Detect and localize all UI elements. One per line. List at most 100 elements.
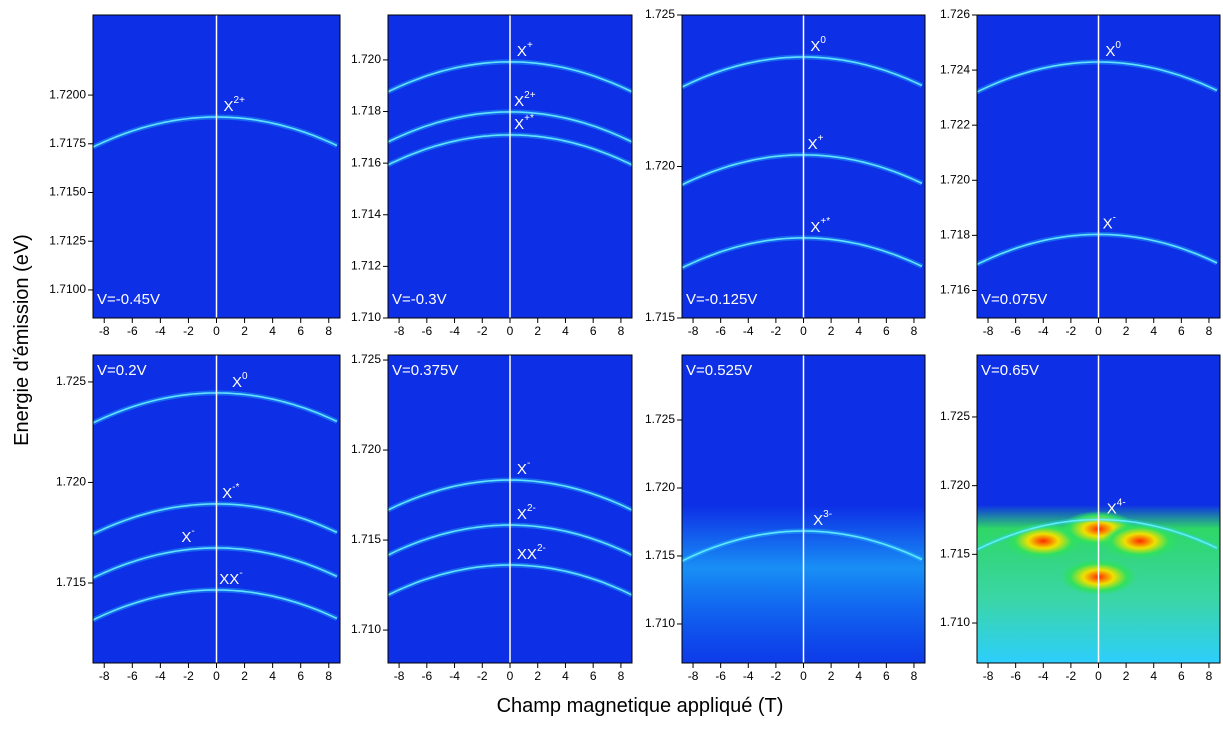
state-name: X [517,461,527,478]
y-tick-label: 1.716 [351,155,381,169]
state-charge: +* [524,113,534,124]
y-tick-label: 1.718 [351,104,381,118]
state-name: X [808,136,818,153]
y-tick-label: 1.720 [940,478,970,492]
state-charge: - [527,458,530,469]
state-label: X2+ [224,95,246,115]
x-tick-label: -8 [688,324,699,338]
emission-line [977,61,1218,93]
y-tick-label: 1.715 [645,310,675,324]
panel: -8 -6 -4 -2 0 2 4 6 8 1.7100 1.7125 1.7150 1.7175 1.7… [49,14,341,338]
x-tick-label: 2 [1123,669,1130,683]
y-tick-label: 1.725 [56,374,86,388]
emission-line [93,392,338,424]
x-tick-label: 6 [590,669,597,683]
panel: -8 -6 -4 -2 0 2 4 6 8 1.710 1.715 1.720 1.725 V=0.525… [645,354,926,683]
x-tick-label: -2 [477,324,488,338]
y-tick-label: 1.716 [940,283,970,297]
state-label: X- [517,458,530,478]
voltage-label: V=0.65V [981,362,1039,379]
emission-line [682,154,923,186]
y-tick-label: 1.7200 [49,87,86,101]
state-charge: - [191,526,194,537]
y-tick-label: 1.725 [940,409,970,423]
x-tick-label: -4 [743,324,754,338]
plot-area [388,15,632,318]
state-label: XX2- [517,543,546,563]
state-charge: + [527,40,533,51]
state-charge: + [818,133,824,144]
state-charge: - [239,568,242,579]
y-tick-label: 1.715 [56,575,86,589]
emission-line [977,233,1218,266]
state-name: X [222,485,232,502]
y-tick-label: 1.715 [940,547,970,561]
state-label: X4- [1107,498,1126,518]
state-name: X [514,93,524,110]
x-tick-label: 0 [507,324,514,338]
x-tick-label: -6 [421,669,432,683]
x-tick-label: -4 [449,669,460,683]
state-charge: 2- [537,543,546,554]
x-tick-label: 0 [507,669,514,683]
x-tick-label: -4 [155,669,166,683]
x-tick-label: 6 [883,669,890,683]
x-tick-label: -4 [155,324,166,338]
plot-area [977,15,1220,318]
y-tick-label: 1.7175 [49,136,86,150]
x-tick-label: -8 [688,669,699,683]
state-charge: 3- [823,509,832,520]
state-charge: 0 [242,371,248,382]
state-label: X0 [810,35,826,55]
voltage-label: V=0.2V [97,362,147,379]
plot-area [682,15,925,318]
x-tick-label: 6 [590,324,597,338]
y-tick-label: 1.715 [645,548,675,562]
emission-line [977,518,1218,551]
panel: -8 -6 -4 -2 0 2 4 6 8 1.710 1.712 1.714 1.716 1.718 1.… [351,14,633,338]
x-tick-label: 6 [297,669,304,683]
x-tick-label: 4 [562,324,569,338]
emission-line [682,56,923,88]
state-charge: - [1113,212,1116,223]
state-name: X [810,38,820,55]
plot-area [388,355,632,663]
panel: -8 -6 -4 -2 0 2 4 6 81.7151.7201.725V=-0.125VX0X… [645,7,926,338]
x-tick-label: 8 [618,324,625,338]
state-name: X [517,43,527,60]
x-tick-label: -6 [715,324,726,338]
x-tick-label: 8 [911,324,918,338]
x-tick-label: -8 [99,324,110,338]
emission-line [682,530,923,562]
y-tick-label: 1.720 [351,442,381,456]
state-label: XX- [219,568,242,588]
x-tick-label: -8 [983,324,994,338]
y-axis-label: Energie d'émission (eV) [11,234,33,446]
x-tick-label: 0 [1095,324,1102,338]
state-label: X- [181,526,194,546]
x-tick-label: 6 [297,324,304,338]
emission-line [93,503,338,535]
x-tick-label: 8 [325,324,332,338]
y-tick-label: 1.718 [940,228,970,242]
panel: -8 -6 -4 -2 0 2 4 6 8 1.716 1.718 1.720 1.722 1.724 1.… [940,7,1221,338]
y-tick-label: 1.714 [351,207,381,221]
x-tick-label: 2 [241,324,248,338]
voltage-label: V=-0.45V [97,291,160,308]
x-tick-label: -2 [183,324,194,338]
state-name: X [517,506,527,523]
y-tick-label: 1.712 [351,259,381,273]
state-label: X3- [813,509,832,529]
y-tick-label: 1.725 [645,412,675,426]
state-name: X [224,98,234,115]
x-tick-label: 8 [911,669,918,683]
state-name: X [810,219,820,236]
x-axis-label: Champ magnetique appliqué (T) [497,695,784,717]
y-tick-label: 1.724 [940,62,970,76]
y-tick-label: 1.722 [940,117,970,131]
y-tick-label: 1.726 [940,7,970,21]
state-name: X [1103,215,1113,232]
emission-line [682,237,923,269]
y-tick-label: 1.720 [351,52,381,66]
y-tick-label: 1.7125 [49,233,86,247]
